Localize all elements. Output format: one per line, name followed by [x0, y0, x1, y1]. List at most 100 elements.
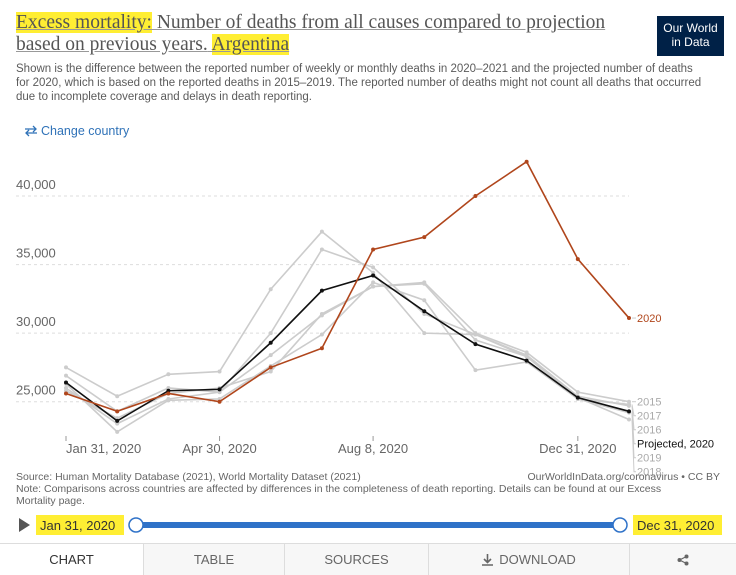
- point: [166, 386, 171, 390]
- end-highlight: [633, 515, 722, 535]
- point: [575, 395, 580, 400]
- point: [64, 386, 68, 390]
- label-leader: [631, 419, 636, 473]
- start-highlight: [36, 515, 124, 535]
- tab[interactable]: DOWNLOAD: [429, 544, 630, 575]
- point: [217, 369, 222, 374]
- point: [64, 373, 68, 378]
- point: [115, 394, 120, 399]
- legend-label: 2020: [637, 313, 661, 325]
- label-leader: [631, 411, 636, 445]
- point: [217, 396, 222, 401]
- point: [268, 369, 273, 374]
- point: [166, 391, 171, 396]
- point: [268, 287, 273, 292]
- point: [422, 309, 427, 314]
- tab[interactable]: TABLE: [144, 544, 285, 575]
- point: [217, 387, 222, 392]
- point: [627, 316, 631, 321]
- point: [422, 298, 427, 303]
- point: [64, 365, 68, 370]
- point: [319, 311, 324, 316]
- y-tick-label: 30,000: [16, 314, 56, 329]
- point: [422, 331, 427, 336]
- series-line: [65, 281, 630, 413]
- logo-line: in Data: [671, 35, 710, 49]
- point: [473, 342, 478, 347]
- y-tick-label: 40,000: [16, 177, 56, 192]
- point: [473, 332, 478, 337]
- x-tick-label: Apr 30, 2020: [182, 441, 256, 456]
- point: [319, 288, 324, 293]
- play-button: [19, 518, 30, 532]
- point: [166, 398, 171, 403]
- link[interactable]: OurWorldInData.org/coronavirus • CC BY: [527, 471, 720, 483]
- point: [217, 390, 222, 395]
- share-icon: [677, 554, 689, 565]
- point: [422, 235, 427, 240]
- point: [371, 270, 376, 275]
- point: [319, 229, 324, 234]
- tab[interactable]: SOURCES: [285, 544, 429, 575]
- point: [64, 391, 68, 396]
- point: [64, 380, 68, 385]
- chart-title: Excess mortality: Number of deaths from …: [16, 12, 636, 56]
- point: [524, 159, 529, 164]
- change-country[interactable]: Change country: [24, 124, 129, 138]
- series-line: [65, 160, 630, 413]
- source: Source: Human Mortality Database (2021),…: [16, 471, 361, 483]
- point: [524, 350, 529, 355]
- point: [268, 353, 273, 358]
- x-tick-label: Jan 31, 2020: [66, 441, 141, 456]
- point: [422, 281, 427, 286]
- point: [319, 332, 324, 337]
- timeline-handle: [612, 517, 628, 533]
- point: [268, 331, 273, 336]
- tab-label: DOWNLOAD: [499, 552, 576, 567]
- point: [524, 358, 529, 363]
- download-icon: [482, 553, 494, 566]
- point: [627, 409, 631, 414]
- point: [627, 417, 631, 422]
- logo[interactable]: Our World in Data: [657, 16, 724, 56]
- point: [371, 284, 376, 289]
- legend-label: 2019: [637, 453, 661, 465]
- point: [371, 265, 376, 270]
- point: [64, 388, 68, 393]
- point: [115, 409, 120, 414]
- point: [371, 247, 376, 252]
- point: [319, 247, 324, 252]
- label-leader: [631, 404, 636, 417]
- point: [627, 402, 631, 407]
- point: [524, 354, 529, 359]
- timeline-handle: [128, 517, 144, 533]
- subtitle: Shown is the difference between the repo…: [16, 63, 702, 103]
- point: [115, 429, 120, 434]
- share[interactable]: [630, 544, 736, 575]
- point: [217, 399, 222, 404]
- legend-label: 2015: [637, 397, 661, 409]
- point: [371, 273, 376, 278]
- title-part: Argentina: [211, 34, 290, 55]
- label-leader: [631, 405, 636, 431]
- series-line: [65, 281, 630, 433]
- point: [627, 399, 631, 404]
- y-tick-label: 35,000: [16, 246, 56, 261]
- point: [473, 368, 478, 373]
- logo-line: Our World: [663, 21, 718, 35]
- legend-label: Projected, 2020: [637, 439, 714, 451]
- timeline-end: Dec 31, 2020: [637, 518, 714, 533]
- point: [422, 311, 427, 316]
- point: [473, 194, 478, 198]
- tabs: CHART TABLE SOURCES DOWNLOAD: [0, 543, 736, 575]
- point: [371, 280, 376, 285]
- x-tick-label: Dec 31, 2020: [539, 441, 616, 456]
- point: [166, 388, 171, 393]
- point: [268, 340, 273, 345]
- tab[interactable]: CHART: [0, 544, 144, 575]
- point: [575, 257, 580, 262]
- x-tick-label: Aug 8, 2020: [338, 441, 408, 456]
- note: Note: Comparisons across countries are a…: [16, 483, 662, 507]
